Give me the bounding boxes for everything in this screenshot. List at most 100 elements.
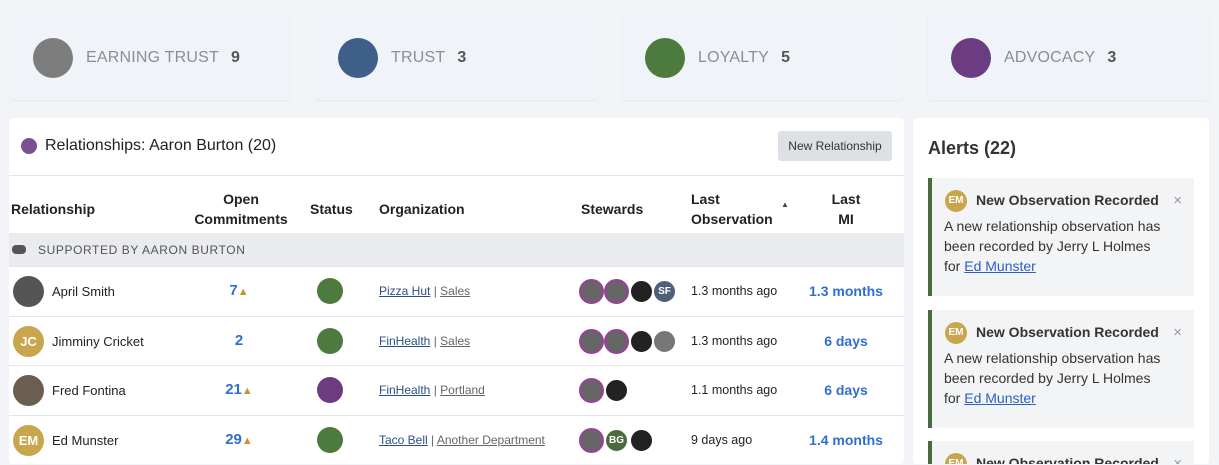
group-row: SUPPORTED BY AARON BURTON: [9, 233, 904, 266]
label: LOYALTY: [698, 49, 770, 66]
close-button[interactable]: ×: [1173, 455, 1182, 464]
stat-card[interactable]: TRUST 3: [315, 14, 598, 100]
steward-avatar: [579, 428, 604, 453]
stat-icon: [951, 38, 991, 78]
steward-avatar: [629, 428, 654, 453]
organization: FinHealth | Portland: [379, 383, 485, 397]
label: EARNING TRUST: [86, 49, 219, 66]
column-header[interactable]: Open Commitments: [194, 191, 288, 227]
stat-icon: [33, 38, 73, 78]
department-link[interactable]: Sales: [440, 334, 471, 348]
name[interactable]: Fred Fontina: [52, 383, 126, 398]
avatar: [13, 375, 44, 406]
organization-link[interactable]: Pizza Hut: [379, 284, 431, 298]
alert: EM New Observation Recorded × A new rela…: [928, 310, 1194, 428]
alert-text: A new relationship observation has been …: [944, 350, 1161, 406]
alert-link[interactable]: Ed Munster: [964, 258, 1036, 274]
last-mi[interactable]: 1.4 months: [809, 432, 883, 448]
column-header[interactable]: Last Observation: [691, 191, 773, 227]
count: 2: [234, 332, 244, 349]
count: 9: [230, 49, 241, 66]
alert-title: New Observation Recorded: [976, 192, 1159, 208]
column-header[interactable]: Stewards: [581, 201, 644, 217]
organization-link[interactable]: FinHealth: [379, 334, 431, 348]
alert-title: New Observation Recorded: [976, 324, 1159, 340]
close-button[interactable]: ×: [1173, 324, 1182, 341]
alert-body: A new relationship observation has been …: [944, 216, 1164, 276]
last-mi[interactable]: 6 days: [824, 333, 868, 349]
steward-avatar: [579, 378, 604, 403]
stat-card[interactable]: LOYALTY 5: [622, 14, 903, 100]
close-button[interactable]: ×: [1173, 192, 1182, 209]
steward-avatar: [579, 329, 604, 354]
steward-avatar: [604, 378, 629, 403]
label: ADVOCACY: [1004, 49, 1096, 66]
count: 3: [457, 49, 467, 66]
organization: FinHealth | Sales: [379, 334, 471, 348]
commitments[interactable]: 2: [209, 332, 269, 349]
count: 7: [229, 282, 238, 299]
label: TRUST: [391, 49, 446, 66]
alert-link[interactable]: Ed Munster: [964, 390, 1036, 406]
column-header[interactable]: Status: [310, 201, 353, 217]
organization: Pizza Hut | Sales: [379, 284, 471, 298]
name[interactable]: Ed Munster: [52, 433, 119, 448]
steward-avatar: [629, 329, 654, 354]
commitments[interactable]: 21▲: [209, 381, 269, 398]
steward-avatar: BG: [604, 428, 629, 453]
alert: EM New Observation Recorded ×: [928, 441, 1194, 464]
table-row[interactable]: April Smith 7▲ Pizza Hut | Sales SF 1.3 …: [9, 266, 904, 316]
new-relationship-button[interactable]: New Relationship: [778, 131, 892, 161]
organization-link[interactable]: FinHealth: [379, 383, 431, 397]
status-icon: [317, 328, 343, 354]
table-row[interactable]: EM Ed Munster 29▲ Taco Bell | Another De…: [9, 415, 904, 465]
divider: [9, 175, 904, 176]
department-link[interactable]: Another Department: [436, 433, 545, 447]
table-row[interactable]: JC Jimminy Cricket 2 FinHealth | Sales 1…: [9, 316, 904, 366]
commitments[interactable]: 7▲: [209, 282, 269, 299]
column-header[interactable]: Last MI: [831, 191, 861, 227]
column-header[interactable]: Relationship: [11, 201, 96, 217]
alert-avatar: EM: [945, 453, 967, 464]
stat-label: EARNING TRUST 9: [86, 49, 240, 67]
alert-avatar: EM: [945, 190, 967, 212]
count: 3: [1107, 49, 1117, 66]
steward-avatar: SF: [652, 279, 677, 304]
table-row[interactable]: Fred Fontina 21▲ FinHealth | Portland 1.…: [9, 365, 904, 415]
status-icon: [317, 377, 343, 403]
last-mi[interactable]: 1.3 months: [809, 283, 883, 299]
warning-icon: ▲: [237, 286, 249, 298]
count: 29: [225, 431, 242, 448]
last-observation: 1.1 months ago: [691, 383, 778, 397]
alert: EM New Observation Recorded × A new rela…: [928, 178, 1194, 296]
last-mi[interactable]: 6 days: [824, 382, 868, 398]
stat-label: TRUST 3: [391, 49, 466, 67]
alerts-title: Alerts (22): [928, 138, 1017, 158]
steward-avatar: [579, 279, 604, 304]
sort-indicator: ▲: [781, 200, 789, 209]
name[interactable]: April Smith: [52, 284, 115, 299]
name[interactable]: Jimminy Cricket: [52, 334, 144, 349]
status-icon: [317, 427, 343, 453]
department-link[interactable]: Portland: [440, 383, 485, 397]
count: 5: [781, 49, 791, 66]
warning-icon: ▲: [241, 435, 253, 447]
status-icon: [317, 278, 343, 304]
last-observation: 1.3 months ago: [691, 334, 778, 348]
commitments[interactable]: 29▲: [209, 431, 269, 448]
stat-card[interactable]: ADVOCACY 3: [928, 14, 1209, 100]
organization: Taco Bell | Another Department: [379, 433, 545, 447]
column-header[interactable]: Organization: [379, 201, 465, 217]
count: 21: [225, 381, 242, 398]
alert-body: A new relationship observation has been …: [944, 348, 1164, 408]
organization-link[interactable]: Taco Bell: [379, 433, 428, 447]
avatar: EM: [13, 425, 44, 456]
steward-avatar: [604, 329, 629, 354]
stat-card[interactable]: EARNING TRUST 9: [10, 14, 290, 100]
stat-label: LOYALTY 5: [698, 49, 790, 67]
alert-avatar: EM: [945, 322, 967, 344]
department-link[interactable]: Sales: [440, 284, 471, 298]
alert-text: A new relationship observation has been …: [944, 218, 1161, 274]
avatar: JC: [13, 326, 44, 357]
